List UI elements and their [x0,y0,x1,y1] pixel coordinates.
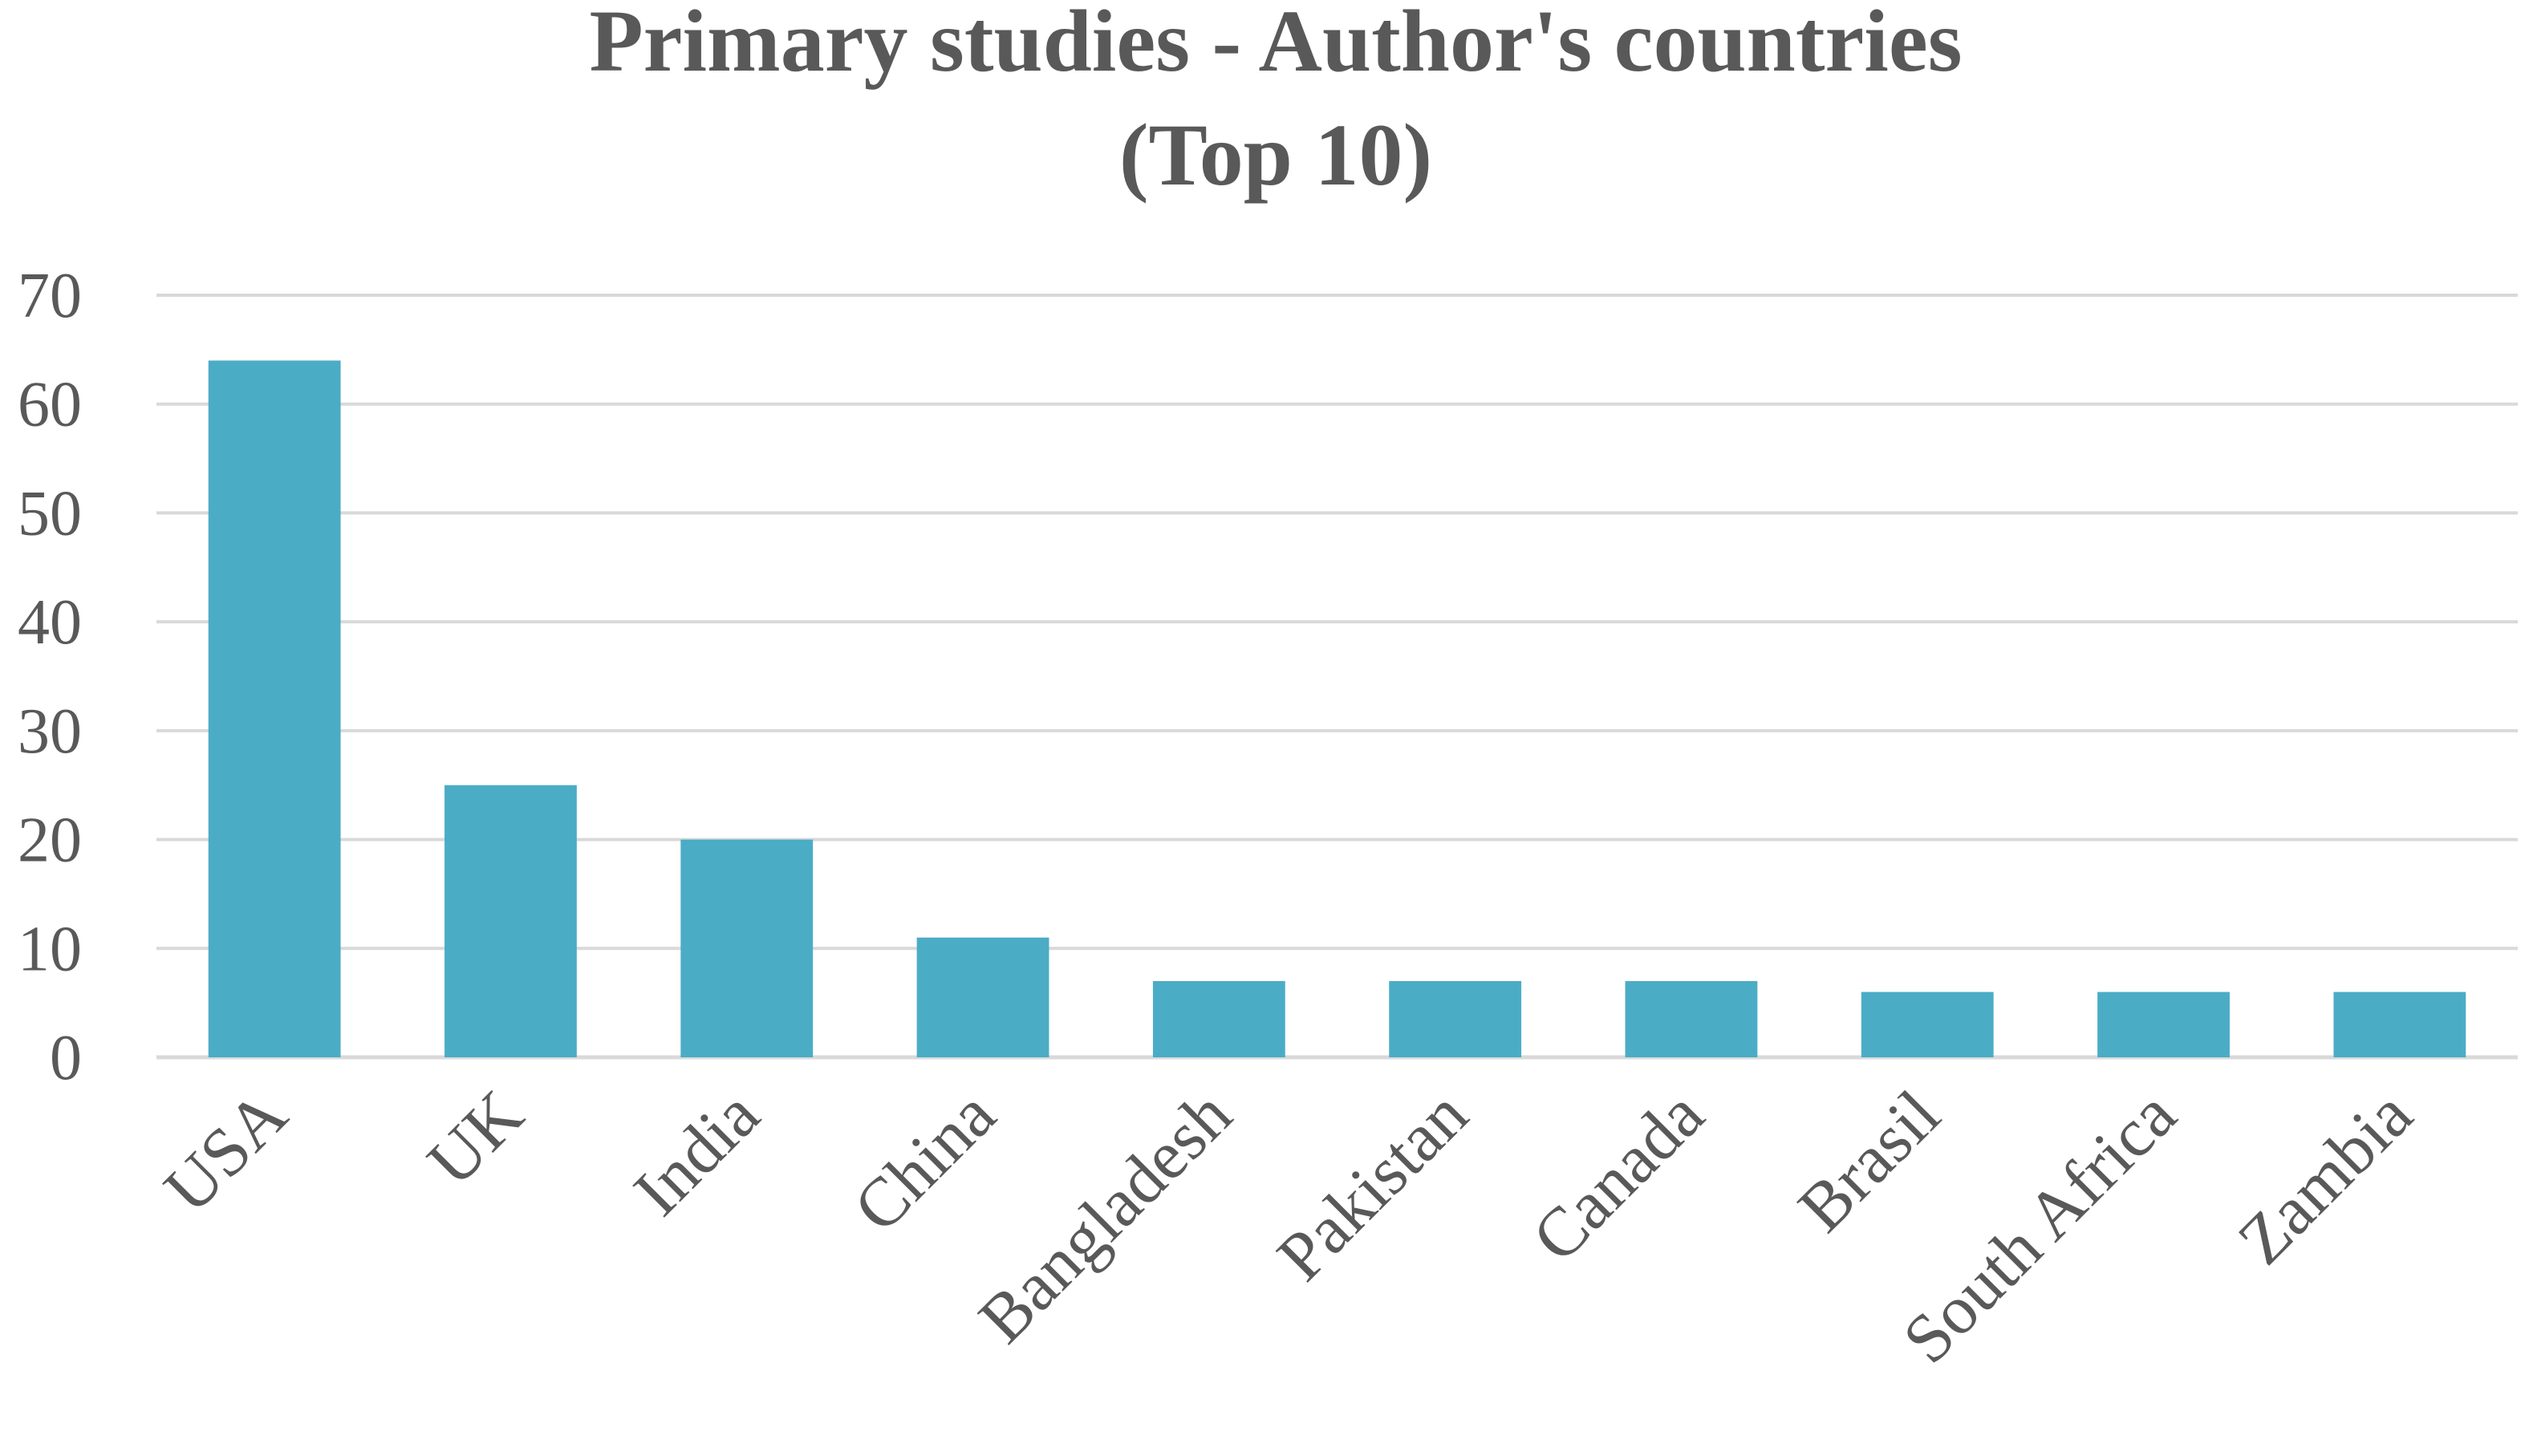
y-tick-label: 0 [50,1023,82,1093]
bar-china [916,937,1049,1057]
y-tick-label: 30 [18,696,82,767]
bar-bangladesh [1152,981,1285,1057]
y-tick-label: 70 [18,261,82,331]
chart-title: Primary studies - Author's countries [589,0,1962,90]
y-axis-ticks: 0 10 20 30 40 50 60 70 [18,261,82,1093]
x-tick-label: China [838,1076,1009,1247]
x-tick-label: Canada [1517,1076,1718,1276]
chart-subtitle: (Top 10) [1119,106,1432,204]
y-tick-label: 10 [18,914,82,984]
x-tick-label: India [619,1076,773,1231]
x-tick-label: Zambia [2223,1076,2427,1280]
bar-canada [1625,981,1758,1057]
x-tick-label: Brasil [1784,1076,1955,1247]
bar-brasil [1861,992,1994,1057]
y-tick-label: 60 [18,370,82,440]
y-tick-label: 20 [18,805,82,876]
x-tick-label: Pakistan [1262,1076,1482,1296]
bar-zambia [2333,992,2466,1057]
x-tick-label: UK [412,1076,538,1201]
y-tick-label: 50 [18,478,82,549]
x-tick-label: Bangladesh [964,1076,1246,1358]
bar-usa [208,360,341,1057]
y-tick-label: 40 [18,587,82,658]
bar-uk [445,785,577,1057]
bars [208,360,2466,1057]
bar-pakistan [1389,981,1522,1057]
x-tick-label: USA [149,1076,302,1228]
bar-india [680,839,814,1057]
bar-south-africa [2097,992,2230,1057]
